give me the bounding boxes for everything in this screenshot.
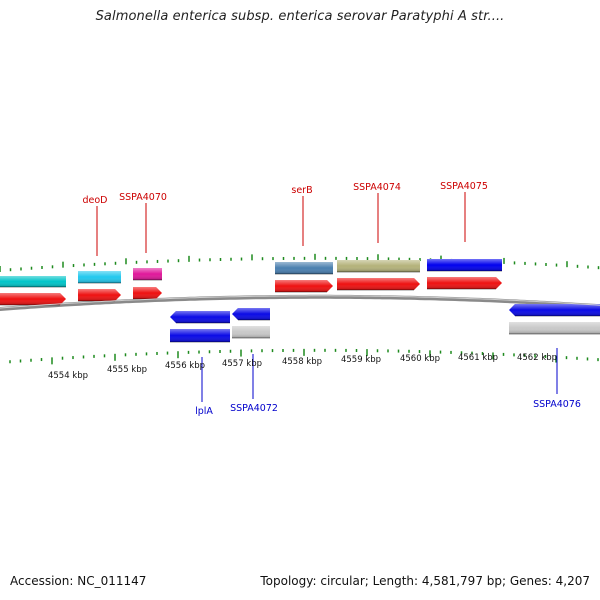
axis-label: 4559 kbp [341, 355, 381, 365]
axis-label: 4561 kbp [458, 353, 498, 363]
inner-tick-ring [9, 348, 599, 365]
gene-label-SSPA4075[interactable]: SSPA4075 [440, 181, 488, 192]
feature-deoD-cds[interactable] [78, 289, 121, 302]
label-leader-lines [96, 192, 558, 402]
gene-labels: deoD SSPA4070 serB SSPA4074 SSPA4075 lplA SSPA… [82, 181, 580, 417]
map-title: Salmonella enterica subsp. enterica sero… [95, 9, 505, 24]
genome-summary-text: Topology: circular; Length: 4,581,797 bp… [260, 574, 590, 588]
gene-features [0, 259, 600, 343]
feature-SSPA4070-gene[interactable] [133, 268, 162, 281]
feature-SSPA4075-cds[interactable] [427, 277, 502, 290]
feature-SSPA4072-gene[interactable] [232, 308, 270, 321]
gene-label-SSPA4076[interactable]: SSPA4076 [533, 399, 581, 410]
gene-label-SSPA4072[interactable]: SSPA4072 [230, 403, 278, 414]
feature-lplA-cds[interactable] [170, 329, 230, 343]
backbone-highlight [0, 295, 600, 309]
axis-labels: 4554 kbp 4555 kbp 4556 kbp 4557 kbp 4558 kbp… [48, 353, 557, 381]
axis-label: 4562 kbp [517, 353, 557, 363]
axis-label: 4558 kbp [282, 357, 322, 367]
feature-deoD-gene[interactable] [78, 271, 121, 284]
feature-SSPA4074-cds[interactable] [337, 278, 420, 291]
feature-SSPA4076-cds[interactable] [509, 322, 600, 335]
gene-label-SSPA4074[interactable]: SSPA4074 [353, 182, 401, 193]
axis-label: 4560 kbp [400, 354, 440, 364]
gene-label-SSPA4070[interactable]: SSPA4070 [119, 192, 167, 203]
gene-label-serB[interactable]: serB [291, 185, 312, 196]
feature-SSPA4072-cds[interactable] [232, 326, 270, 339]
feature-SSPA4070-cds[interactable] [133, 287, 162, 300]
feature-cds-1[interactable] [0, 293, 66, 306]
feature-SSPA4074-gene[interactable] [337, 260, 420, 273]
axis-label: 4554 kbp [48, 371, 88, 381]
feature-lplA-gene[interactable] [170, 311, 230, 324]
genome-backbone [0, 294, 600, 312]
axis-label: 4557 kbp [222, 359, 262, 369]
gene-label-lplA[interactable]: lplA [195, 406, 213, 417]
feature-SSPA4076-gene[interactable] [509, 304, 600, 317]
feature-serB-cds[interactable] [275, 280, 333, 293]
feature-cyan-1[interactable] [0, 276, 66, 288]
feature-SSPA4075-gene[interactable] [427, 259, 502, 272]
accession-text: Accession: NC_011147 [10, 574, 147, 588]
gene-label-deoD[interactable]: deoD [82, 195, 107, 206]
axis-label: 4555 kbp [107, 365, 147, 375]
feature-serB-gene[interactable] [275, 262, 333, 275]
axis-label: 4556 kbp [165, 361, 205, 371]
